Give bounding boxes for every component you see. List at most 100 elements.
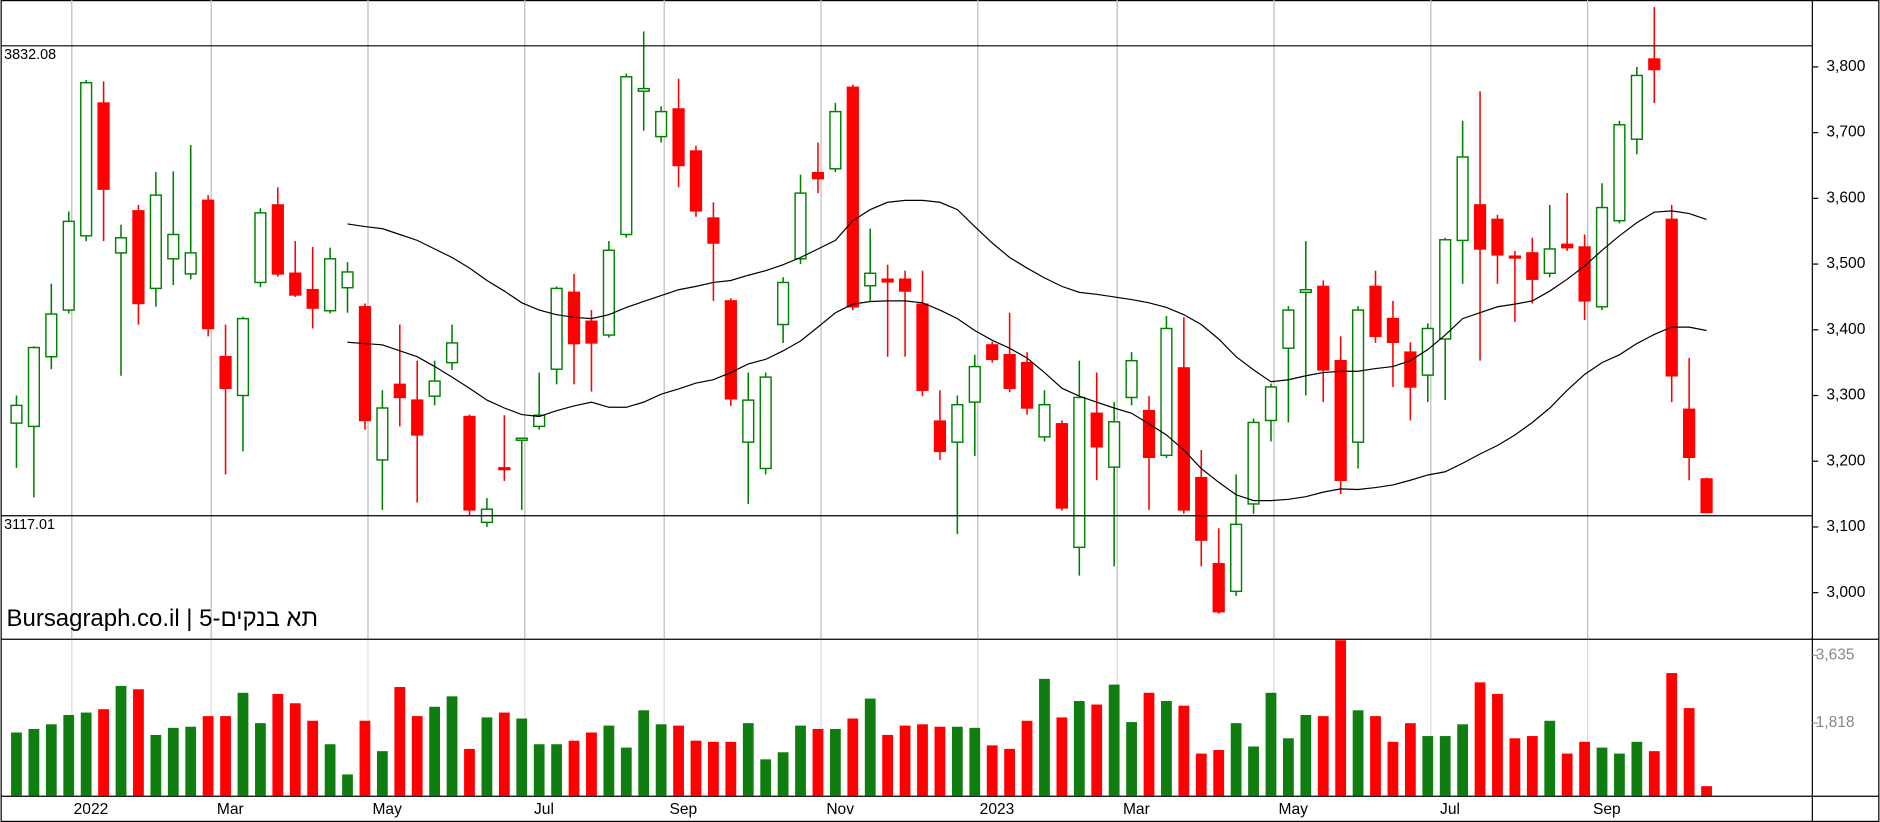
candle-body: [1595, 206, 1609, 308]
volume-bar: [411, 716, 423, 796]
candle-body: [411, 399, 424, 436]
candle-body: [219, 356, 232, 389]
volume-bar: [969, 727, 981, 796]
volume-bar: [1073, 701, 1085, 796]
volume-bar: [1300, 714, 1312, 796]
candle-body: [167, 233, 180, 260]
volume-tick-label: 3,635: [1816, 646, 1855, 663]
volume-bar: [882, 734, 894, 796]
volume-bar: [1317, 716, 1329, 796]
volume-bar: [1230, 723, 1242, 796]
candle-body: [97, 102, 110, 190]
candle-body: [602, 249, 615, 336]
volume-bar: [1282, 738, 1294, 796]
volume-bar: [673, 725, 684, 796]
candle-body: [1665, 218, 1678, 377]
candle-body: [114, 237, 128, 254]
volume-bar: [1248, 746, 1259, 796]
x-tick-label: Mar: [217, 801, 244, 818]
volume-bar: [498, 712, 510, 796]
volume-bar: [1161, 701, 1172, 796]
y-tick-label: 3,300: [1826, 387, 1865, 404]
candle-body: [306, 288, 319, 309]
x-tick-label: 2022: [74, 801, 109, 818]
candle-body: [794, 192, 807, 260]
volume-bar: [1352, 710, 1364, 796]
candle-body: [742, 399, 755, 443]
volume-bar: [1422, 736, 1434, 796]
candle-body: [149, 194, 162, 290]
candle-body: [1561, 243, 1574, 249]
candle-body: [1578, 246, 1591, 302]
candle-body: [393, 383, 406, 399]
candle-body: [672, 108, 685, 167]
candle-body: [1421, 327, 1434, 376]
candle-body: [1282, 309, 1295, 349]
volume-bar: [708, 741, 719, 796]
candle-body: [620, 76, 633, 236]
volume-bar: [917, 724, 928, 796]
volume-bar: [1178, 705, 1190, 796]
candle-body: [776, 281, 790, 326]
volume-bar: [63, 714, 75, 796]
volume-bar: [1004, 748, 1016, 796]
volume-bar: [11, 732, 22, 796]
volume-bar: [899, 725, 911, 796]
x-tick-label: 2023: [980, 801, 1015, 818]
volume-bar: [847, 718, 859, 796]
candle-body: [1055, 423, 1068, 509]
y-tick-label: 3,500: [1826, 255, 1865, 272]
candle-body: [376, 407, 389, 461]
candle-body: [1264, 386, 1278, 422]
candle-body: [1195, 476, 1208, 541]
candle-body: [45, 313, 58, 358]
volume-bar: [1579, 741, 1590, 796]
candle-body: [759, 376, 772, 470]
candle-body: [550, 287, 563, 370]
volume-bar: [272, 693, 284, 796]
volume-bar: [1056, 717, 1068, 796]
candle-body: [428, 380, 441, 397]
candle-body: [1630, 74, 1643, 140]
volume-bar: [481, 717, 493, 796]
candle-body: [80, 81, 93, 237]
candle-body: [1020, 361, 1034, 409]
volume-bar: [742, 723, 754, 796]
volume-bar: [568, 740, 580, 796]
candle-body: [1073, 396, 1086, 549]
volume-bar: [586, 732, 597, 796]
candle-body: [881, 278, 894, 283]
plot: [10, 7, 1713, 796]
candle-body: [986, 344, 999, 361]
candle-body: [1351, 309, 1365, 443]
volume-bar: [1108, 684, 1120, 796]
moving-average: [347, 300, 1707, 502]
volume-bar: [795, 725, 806, 796]
volume-bar: [1195, 753, 1207, 796]
x-tick-label: Jul: [1440, 801, 1460, 818]
candle-body: [1125, 359, 1138, 399]
y-tick-label: 3,100: [1826, 518, 1865, 535]
candle-body: [1369, 285, 1382, 338]
candle-body: [184, 252, 197, 275]
volume-bar: [829, 728, 841, 796]
candle-body: [445, 342, 459, 364]
volume-bar: [777, 752, 789, 796]
volume-bar: [1492, 693, 1503, 796]
volume-tick-label: 1,818: [1816, 714, 1855, 731]
candle-body: [1491, 218, 1504, 256]
candle-body: [1230, 523, 1243, 593]
candle-body: [358, 306, 372, 422]
x-tick-label: May: [372, 801, 402, 818]
volume-bar: [1561, 753, 1573, 796]
volume-bar: [638, 710, 650, 796]
candle-body: [1142, 409, 1156, 459]
volume-bar: [446, 696, 458, 796]
candle-body: [1543, 248, 1556, 274]
volume-bar: [864, 698, 876, 796]
volume-bar: [1526, 736, 1538, 796]
candle-body: [951, 403, 964, 443]
volume-bar: [133, 689, 144, 796]
volume-bar: [342, 774, 353, 796]
volume-bar: [1021, 720, 1033, 796]
